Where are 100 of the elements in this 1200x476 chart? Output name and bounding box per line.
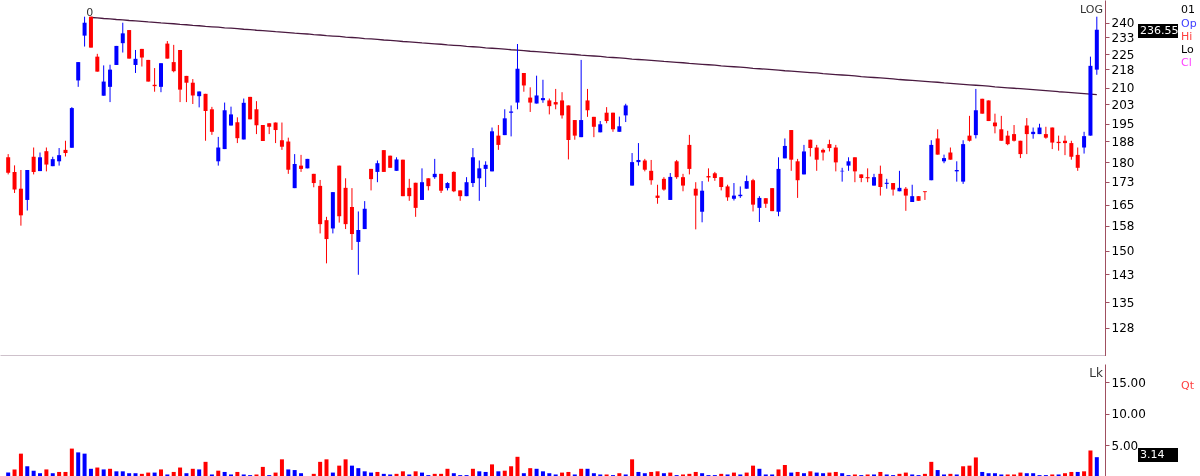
y-tick-label: 218 bbox=[1111, 62, 1135, 77]
bar bbox=[57, 471, 62, 476]
bar bbox=[12, 469, 17, 476]
bar bbox=[178, 467, 183, 476]
bar bbox=[502, 470, 507, 476]
y-tick-label: 225 bbox=[1111, 47, 1135, 62]
bar bbox=[757, 468, 762, 476]
bar bbox=[821, 473, 826, 476]
y-tick-label: 15.00 bbox=[1111, 375, 1146, 390]
bar bbox=[95, 467, 100, 476]
bar bbox=[630, 459, 635, 476]
bar bbox=[44, 469, 49, 476]
bar bbox=[528, 468, 533, 476]
candlestick bbox=[1075, 147, 1080, 172]
bar bbox=[509, 466, 514, 476]
bar bbox=[279, 459, 284, 476]
bar bbox=[566, 471, 571, 476]
bar bbox=[197, 469, 202, 476]
candlestick bbox=[483, 160, 488, 188]
bar bbox=[801, 473, 806, 476]
candlestick bbox=[190, 78, 195, 105]
bar bbox=[299, 473, 304, 476]
bar bbox=[400, 471, 405, 476]
bar bbox=[585, 468, 590, 476]
y-tick-label: 5.00 bbox=[1111, 438, 1139, 453]
bar bbox=[490, 464, 495, 476]
bar bbox=[356, 468, 361, 476]
bar bbox=[1075, 471, 1080, 476]
candlestick bbox=[12, 164, 17, 194]
bar bbox=[840, 473, 845, 476]
text: Lo bbox=[1181, 43, 1194, 56]
bar bbox=[649, 471, 654, 476]
bar bbox=[776, 469, 781, 476]
bar bbox=[286, 469, 291, 476]
candlestick bbox=[120, 22, 125, 54]
bar bbox=[1082, 471, 1087, 476]
bar bbox=[477, 471, 482, 476]
candlestick bbox=[731, 182, 736, 202]
candlestick bbox=[101, 64, 106, 97]
candlestick bbox=[942, 154, 947, 164]
text: Op bbox=[1181, 17, 1197, 30]
bar bbox=[1031, 473, 1036, 476]
bar bbox=[413, 471, 418, 476]
bar bbox=[636, 471, 641, 476]
text: 3.14 bbox=[1140, 448, 1165, 461]
bar bbox=[445, 468, 450, 476]
candlestick bbox=[375, 160, 380, 183]
line-series bbox=[90, 16, 1098, 96]
bar bbox=[661, 473, 666, 476]
bar bbox=[496, 471, 501, 476]
y-axis-title: Lk bbox=[1089, 366, 1104, 380]
candlestick bbox=[814, 144, 819, 172]
bar bbox=[642, 473, 647, 476]
candlestick bbox=[407, 178, 412, 202]
candlestick bbox=[158, 62, 163, 93]
bar bbox=[935, 470, 940, 476]
bar bbox=[655, 471, 660, 476]
bar bbox=[591, 473, 596, 476]
candlestick bbox=[1012, 124, 1017, 143]
candlestick bbox=[133, 49, 138, 74]
annotation: 0 bbox=[86, 6, 94, 19]
bar bbox=[114, 471, 119, 476]
candlestick bbox=[203, 93, 208, 142]
bar bbox=[973, 457, 978, 476]
candlestick bbox=[693, 181, 698, 230]
bar bbox=[515, 456, 520, 476]
bar bbox=[1094, 457, 1099, 476]
bar bbox=[795, 471, 800, 476]
bar bbox=[216, 470, 221, 476]
bar bbox=[292, 470, 297, 476]
bar bbox=[120, 471, 125, 476]
candlestick bbox=[878, 165, 883, 197]
bar bbox=[127, 473, 132, 476]
y-tick-label: 10.00 bbox=[1111, 407, 1146, 422]
bar bbox=[18, 453, 23, 476]
bar bbox=[451, 473, 456, 476]
bar bbox=[82, 453, 87, 476]
text: Cl bbox=[1181, 56, 1192, 69]
text: Qt bbox=[1181, 379, 1195, 392]
candlestick bbox=[623, 103, 628, 123]
candlestick bbox=[585, 88, 590, 118]
bar bbox=[534, 468, 539, 476]
candlestick bbox=[279, 122, 284, 151]
candlestick bbox=[57, 147, 62, 167]
bar bbox=[483, 471, 488, 476]
bar bbox=[833, 471, 838, 476]
candlestick bbox=[356, 210, 361, 276]
bar bbox=[700, 473, 705, 476]
candlestick bbox=[419, 167, 424, 201]
candlestick bbox=[674, 159, 679, 180]
candlestick bbox=[903, 186, 908, 212]
candlestick bbox=[76, 61, 81, 88]
candlestick bbox=[31, 147, 36, 175]
annotation: LOG bbox=[1080, 3, 1103, 16]
bar bbox=[1062, 473, 1067, 476]
candlestick bbox=[324, 216, 329, 264]
bar bbox=[38, 473, 43, 476]
candlestick bbox=[999, 115, 1004, 142]
bar bbox=[25, 466, 30, 476]
candlestick bbox=[668, 172, 673, 201]
